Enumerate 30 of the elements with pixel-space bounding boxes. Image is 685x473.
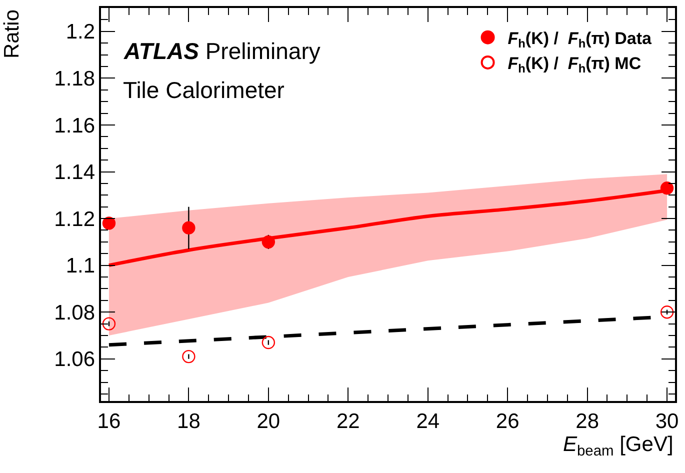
x-tick-label: 22 (336, 410, 360, 433)
point (660, 182, 674, 195)
point (262, 235, 276, 249)
x-tick-label: 26 (496, 410, 520, 433)
point (262, 336, 276, 350)
y-tick-label: 1.06 (54, 348, 96, 372)
point (102, 216, 116, 230)
point (102, 317, 116, 330)
x-tick-label: 24 (416, 410, 440, 433)
x-tick-label: 16 (97, 410, 121, 433)
y-tick-label: 1.08 (54, 301, 96, 324)
y-tick-label: 1.1 (66, 254, 96, 278)
legend-label: F$_{h}$(K) / F$_{h}$(π) Data (508, 28, 652, 51)
annotation: ATLAS Preliminary (123, 38, 321, 64)
annotation: Tile Calorimeter (123, 77, 285, 103)
y-axis-title: Ratio (0, 10, 24, 59)
x-tick-label: 20 (256, 410, 280, 433)
point (182, 221, 196, 234)
legend-label: F$_{h}$(K) / F$_{h}$(π) MC (508, 54, 642, 76)
x-axis-title: E$_{beam}$ [GeV] (563, 433, 674, 460)
y-tick-label: 1.18 (54, 68, 96, 91)
x-tick-label: 28 (576, 410, 599, 433)
y-tick-label: 1.14 (54, 161, 96, 184)
point (182, 350, 196, 364)
y-tick-label: 1.16 (54, 114, 96, 138)
x-tick-label: 30 (655, 410, 679, 433)
point (660, 306, 674, 319)
y-tick-label: 1.2 (66, 20, 96, 44)
y-tick-label: 1.12 (54, 208, 96, 231)
x-tick-label: 18 (177, 410, 200, 433)
